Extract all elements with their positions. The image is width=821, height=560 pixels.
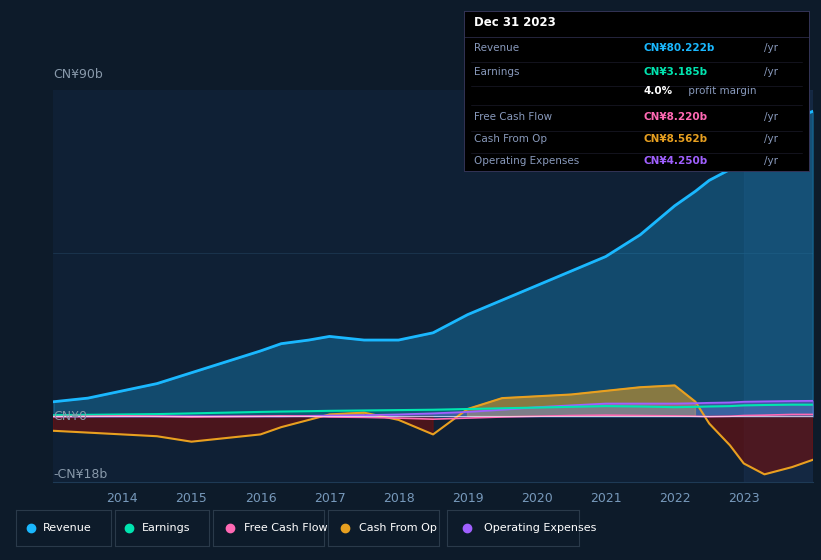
Text: /yr: /yr bbox=[764, 67, 777, 77]
Text: CN¥3.185b: CN¥3.185b bbox=[643, 67, 708, 77]
Text: Cash From Op: Cash From Op bbox=[475, 134, 548, 144]
Text: /yr: /yr bbox=[764, 43, 777, 53]
Text: Free Cash Flow: Free Cash Flow bbox=[475, 111, 553, 122]
Text: Operating Expenses: Operating Expenses bbox=[484, 523, 597, 533]
Text: Operating Expenses: Operating Expenses bbox=[475, 156, 580, 166]
Text: /yr: /yr bbox=[764, 134, 777, 144]
Text: Revenue: Revenue bbox=[43, 523, 92, 533]
Text: CN¥8.220b: CN¥8.220b bbox=[643, 111, 708, 122]
Text: CN¥90b: CN¥90b bbox=[53, 68, 103, 81]
Bar bbox=[744, 90, 813, 482]
Text: CN¥4.250b: CN¥4.250b bbox=[643, 156, 708, 166]
Text: /yr: /yr bbox=[764, 111, 777, 122]
Text: Free Cash Flow: Free Cash Flow bbox=[245, 523, 328, 533]
Text: CN¥0: CN¥0 bbox=[53, 410, 87, 423]
Text: CN¥80.222b: CN¥80.222b bbox=[643, 43, 714, 53]
Text: CN¥8.562b: CN¥8.562b bbox=[643, 134, 708, 144]
Text: Earnings: Earnings bbox=[141, 523, 190, 533]
Text: 4.0%: 4.0% bbox=[643, 86, 672, 96]
Text: Dec 31 2023: Dec 31 2023 bbox=[475, 16, 556, 29]
Text: profit margin: profit margin bbox=[685, 86, 756, 96]
Text: Earnings: Earnings bbox=[475, 67, 520, 77]
Text: Cash From Op: Cash From Op bbox=[360, 523, 438, 533]
Text: /yr: /yr bbox=[764, 156, 777, 166]
Text: Revenue: Revenue bbox=[475, 43, 520, 53]
Text: -CN¥18b: -CN¥18b bbox=[53, 468, 108, 480]
